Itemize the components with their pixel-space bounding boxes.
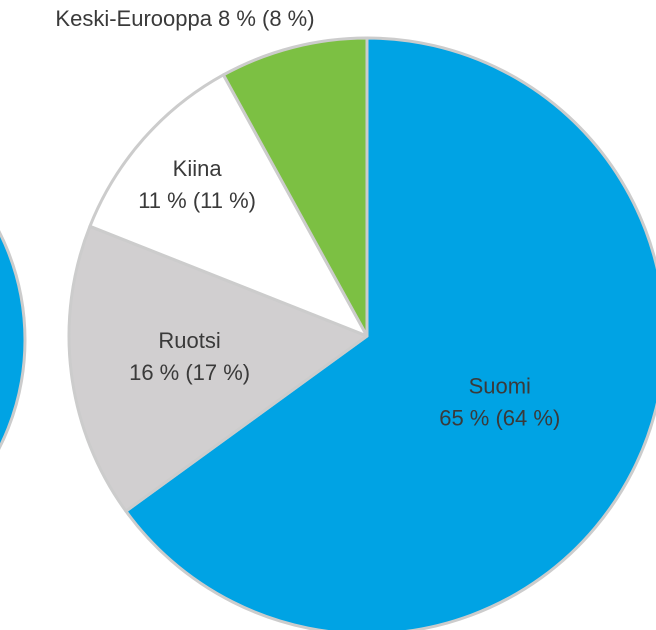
- slice-value: 11 % (11 %): [138, 188, 256, 213]
- slice-value: 8 % (8 %): [218, 6, 315, 31]
- slice-label: Keski-Eurooppa 8 % (8 %): [55, 6, 314, 31]
- slice-value: 16 % (17 %): [129, 360, 250, 385]
- slice-name: Keski-Eurooppa: [55, 6, 212, 31]
- slice-name: Suomi: [469, 373, 531, 398]
- pie-slice: [88, 73, 369, 338]
- pie: [67, 36, 656, 630]
- slice-name: Ruotsi: [158, 328, 220, 353]
- slice-name: Kiina: [173, 156, 223, 181]
- pie-slice: [124, 36, 656, 630]
- pie-slice: [67, 224, 369, 513]
- neighbour-pie-edge: [0, 230, 27, 450]
- slice-value: 65 % (64 %): [439, 405, 560, 430]
- pie-slice: [221, 36, 369, 338]
- slice-labels: Suomi 65 % (64 %) Ruotsi 16 % (17 %) Kiina 11…: [55, 6, 560, 431]
